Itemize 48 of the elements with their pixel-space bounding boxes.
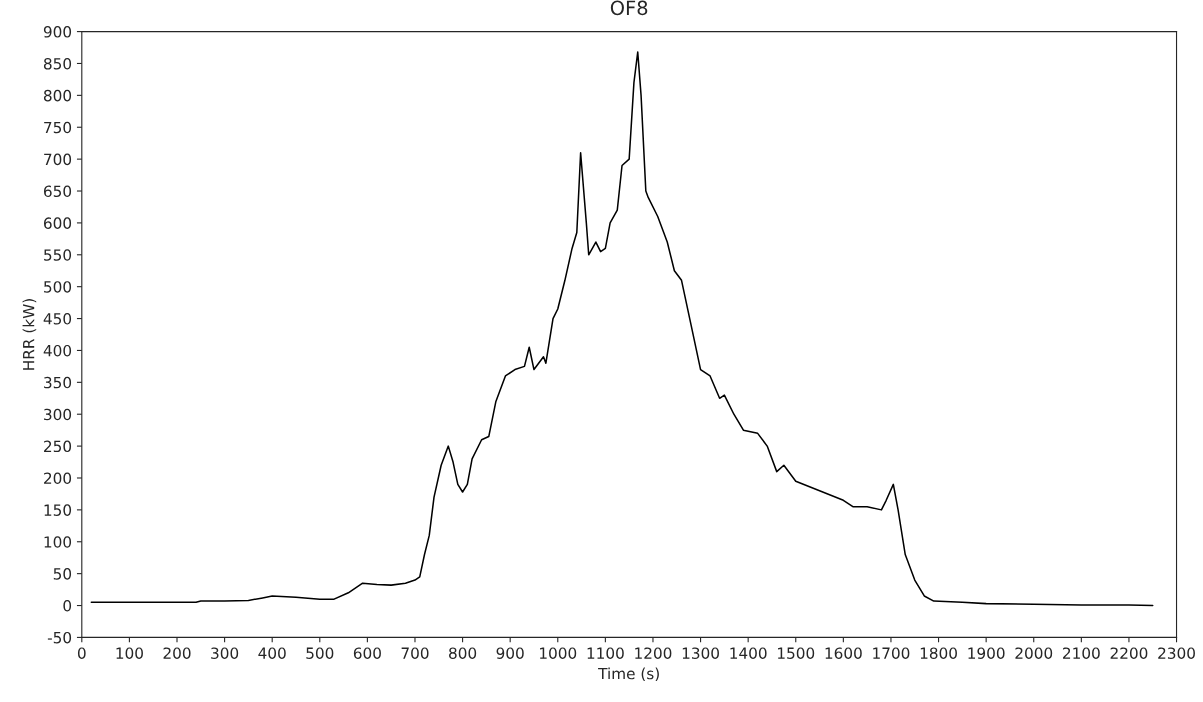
y-tick-label: 500 (44, 281, 72, 293)
x-tick-label: 1900 (968, 647, 1005, 659)
x-tick-label: 2300 (1158, 647, 1195, 659)
y-tick-label: -50 (47, 631, 72, 644)
x-tick-label: 700 (401, 647, 429, 659)
y-tick-label: 200 (44, 472, 72, 485)
y-tick-label: 750 (44, 121, 72, 134)
x-tick-label: 1800 (920, 647, 957, 659)
y-axis-title: HRR (kW) (22, 299, 37, 370)
y-tick-label: 100 (44, 536, 72, 548)
x-tick-label: 1400 (730, 647, 767, 659)
y-tick-label: 800 (43, 89, 72, 102)
x-tick-label: 0 (77, 647, 86, 659)
x-tick-label: 1700 (873, 647, 910, 659)
y-tick-label: 400 (43, 344, 72, 357)
x-tick-label: 1300 (682, 647, 719, 659)
y-tick-label: 350 (44, 376, 72, 389)
y-tick-label: 450 (43, 313, 72, 325)
y-tick-label: 300 (44, 408, 72, 421)
x-axis-title: Time (s) (598, 667, 659, 682)
y-tick-label: 900 (43, 26, 72, 38)
y-tick-label: 850 (43, 57, 72, 70)
x-tick-label: 1200 (635, 647, 672, 659)
x-tick-label: 200 (163, 647, 191, 659)
x-tick-label: 2000 (1015, 647, 1053, 659)
y-tick-label: 650 (43, 185, 72, 198)
x-tick-label: 400 (258, 647, 286, 659)
x-tick-label: 1600 (825, 647, 862, 659)
y-tick-label: 600 (43, 217, 72, 229)
x-tick-label: 800 (449, 647, 477, 659)
y-tick-label: 0 (63, 600, 72, 612)
x-tick-label: 600 (353, 647, 381, 659)
y-tick-label: 700 (44, 153, 72, 166)
y-tick-label: 550 (44, 249, 72, 261)
x-tick-label: 1100 (587, 647, 624, 659)
x-tick-label: 2200 (1110, 647, 1148, 659)
x-tick-label: 300 (211, 647, 239, 659)
x-tick-label: 900 (496, 647, 524, 659)
line-series (90, 51, 1154, 607)
y-tick-label: 150 (44, 504, 72, 516)
chart-title: OF8 (610, 0, 648, 16)
y-tick-label: 50 (53, 568, 72, 580)
x-tick-label: 2100 (1063, 647, 1100, 659)
y-tick-label: 250 (44, 440, 72, 453)
x-tick-label: 500 (306, 647, 334, 659)
x-tick-label: 1500 (778, 647, 815, 659)
x-tick-label: 1000 (540, 647, 577, 659)
x-tick-label: 100 (116, 647, 143, 659)
